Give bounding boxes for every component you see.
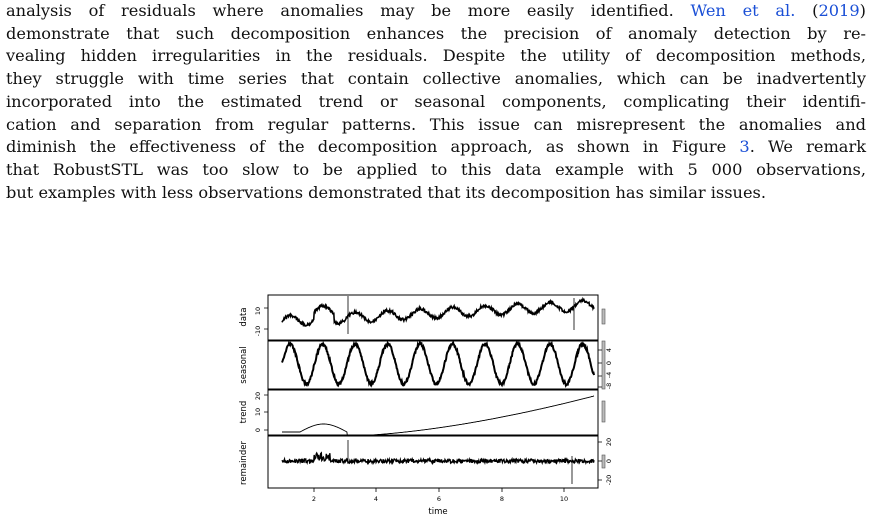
citation-link-wen[interactable]: Wen et al.: [690, 1, 796, 20]
paragraph-line-2: demonstrate that such decomposition enha…: [6, 23, 866, 43]
spike-lines: [347, 296, 575, 484]
y-tick-seasonal-neg4: -4: [605, 372, 613, 378]
decomposition-plot: 10 -10 4 0 -4 -8 20 10 0 20 0 -20 data s…: [239, 294, 613, 517]
x-tick-2: 2: [312, 495, 316, 503]
figure-ref-link[interactable]: 3: [739, 137, 750, 157]
paragraph-line-9: but examples with less observations demo…: [6, 182, 766, 202]
paragraph-line-5: incorporated into the estimated trend or…: [6, 91, 866, 111]
x-tick-4: 4: [374, 495, 378, 503]
stl-decomposition-figure: 10 -10 4 0 -4 -8 20 10 0 20 0 -20 data s…: [222, 290, 642, 521]
x-tick-8: 8: [500, 495, 504, 503]
text-span: (: [812, 1, 819, 20]
scale-bar-remainder: [601, 454, 606, 469]
x-axis-label: time: [428, 507, 447, 517]
remainder-series-line: [281, 451, 595, 466]
y-tick-remainder-0: 0: [605, 459, 613, 463]
x-axis: [313, 487, 565, 492]
scale-bar-data: [601, 308, 606, 325]
paragraph-line-3: vealing hidden irregularities in the res…: [6, 46, 866, 66]
y-tick-trend-10: 10: [254, 408, 262, 416]
paragraph-line-1: analysis of residuals where anomalies ma…: [6, 0, 866, 23]
y-tick-seasonal-0: 0: [605, 361, 613, 365]
panel-label-seasonal: seasonal: [239, 346, 249, 383]
panel-frame-trend: [267, 389, 599, 436]
y-tick-trend-0: 0: [254, 428, 262, 432]
panel-label-remainder: remainder: [239, 441, 249, 485]
text-span: analysis of residuals where anomalies ma…: [6, 1, 674, 20]
data-series-line: [281, 296, 595, 327]
seasonal-series-line: [281, 339, 595, 388]
y-tick-data-10: 10: [254, 307, 262, 315]
scale-bar-trend: [601, 400, 606, 423]
text-span: diminish the effectiveness of the decomp…: [6, 137, 727, 157]
paragraph-line-8: that RobustSTL was too slow to be applie…: [6, 159, 866, 179]
scale-bar-seasonal: [601, 340, 606, 390]
panel-frame-data: [267, 294, 599, 341]
x-tick-6: 6: [437, 495, 441, 503]
x-tick-10: 10: [560, 495, 568, 503]
trend-series-line: [282, 395, 595, 437]
panel-label-data: data: [239, 307, 249, 326]
panel-label-trend: trend: [239, 401, 249, 424]
paragraph-line-6: cation and separation from regular patte…: [6, 114, 866, 134]
y-tick-trend-20: 20: [254, 392, 262, 400]
y-tick-remainder-20: 20: [605, 438, 613, 446]
y-tick-remainder-neg20: -20: [605, 475, 613, 486]
y-tick-data-neg10: -10: [254, 326, 262, 337]
citation-year-link[interactable]: 2019: [818, 1, 860, 20]
text-span: ): [859, 1, 866, 20]
y-tick-seasonal-4: 4: [605, 348, 613, 352]
paragraph-line-7: diminish the effectiveness of the decomp…: [6, 136, 866, 159]
y-axis-ticks: [264, 307, 602, 481]
panel-frame-seasonal: [267, 340, 599, 390]
body-paragraph: analysis of residuals where anomalies ma…: [6, 0, 866, 204]
paragraph-line-4: they struggle with time series that cont…: [6, 69, 866, 89]
y-tick-seasonal-neg8: -8: [605, 383, 613, 389]
text-span: . We remark: [749, 137, 866, 157]
